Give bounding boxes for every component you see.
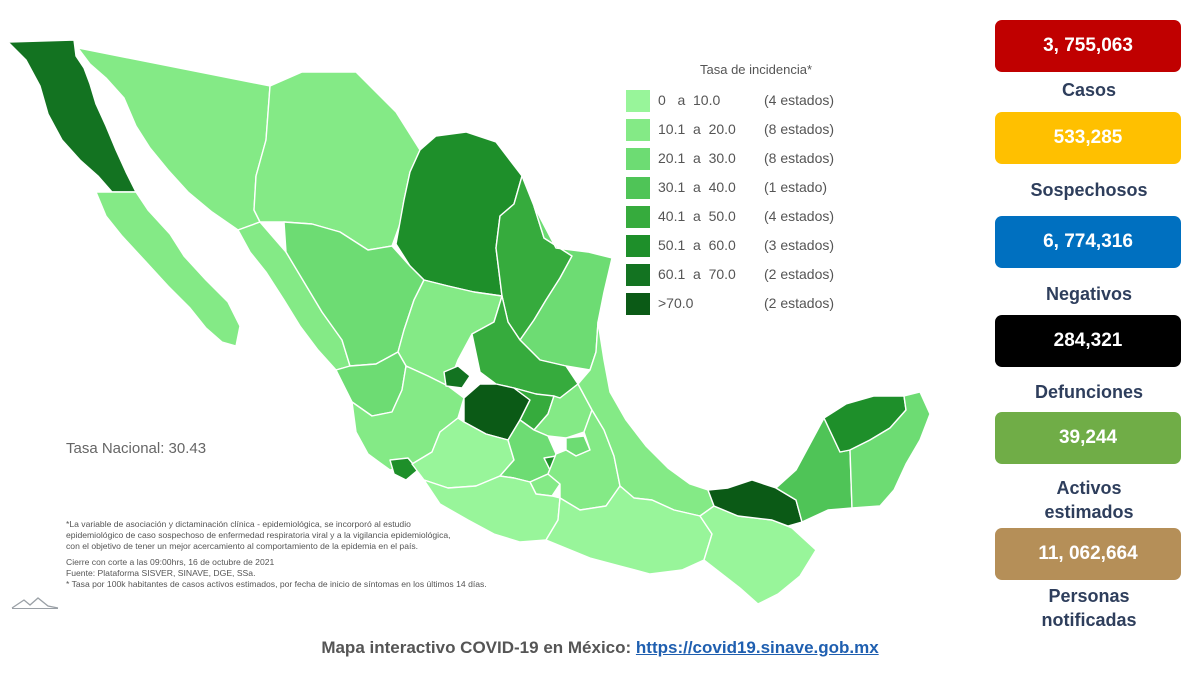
- legend-swatch: [626, 177, 650, 199]
- footer-text: Mapa interactivo COVID-19 en México:: [321, 638, 636, 657]
- state-colima[interactable]: [389, 457, 419, 481]
- active-label: Activos estimados: [990, 476, 1188, 524]
- active-label-line2: estimados: [1044, 502, 1134, 522]
- state-aguascalientes[interactable]: [443, 365, 471, 389]
- notified-value: 11, 062,664: [1038, 543, 1138, 564]
- negatives-value: 6, 774,316: [1043, 231, 1133, 252]
- legend-count: (4 estados): [764, 208, 835, 224]
- cases-box: 3, 755,063: [995, 20, 1181, 72]
- footer-bar: Mapa interactivo COVID-19 en México: htt…: [0, 638, 1200, 658]
- deaths-label: Defunciones: [1034, 382, 1144, 402]
- legend-row: 30.1 a 40.0 (1 estado): [626, 177, 926, 199]
- legend-title: Tasa de incidencia*: [700, 62, 813, 77]
- legend-count: (4 estados): [764, 92, 835, 108]
- legend-range: 30.1 a 40.0: [658, 179, 736, 195]
- state-oaxaca[interactable]: [545, 485, 713, 575]
- source-note: Fuente: Plataforma SISVER, SINAVE, DGE, …: [66, 568, 256, 578]
- legend-range: 0 a 10.0: [658, 92, 721, 108]
- legend-row: 60.1 a 70.0 (2 estados): [626, 264, 926, 286]
- legend-range: >70.0: [658, 295, 694, 311]
- legend-range: 20.1 a 30.0: [658, 150, 736, 166]
- legend-count: (1 estado): [764, 179, 828, 195]
- cases-label: Casos: [1061, 80, 1117, 100]
- state-chihuahua[interactable]: [253, 71, 421, 251]
- state-quintana-roo[interactable]: [849, 391, 931, 509]
- footnotes: *La variable de asociación y dictaminaci…: [66, 519, 566, 590]
- legend-swatch: [626, 119, 650, 141]
- cases-value: 3, 755,063: [1043, 35, 1133, 56]
- map-link[interactable]: https://covid19.sinave.gob.mx: [635, 638, 879, 657]
- negatives-box: 6, 774,316: [995, 216, 1181, 268]
- legend-swatch: [626, 148, 650, 170]
- legend-swatch: [626, 293, 650, 315]
- legend-row: 40.1 a 50.0 (4 estados): [626, 206, 926, 228]
- legend-count: (3 estados): [764, 237, 835, 253]
- state-jalisco[interactable]: [351, 365, 465, 471]
- national-rate-label: Tasa Nacional: 30.43: [66, 440, 207, 457]
- legend-count: (2 estados): [764, 266, 835, 282]
- stats-panel: 3, 755,063 Casos 533,285 Sospechosos 6, …: [990, 18, 1188, 638]
- legend-range: 50.1 a 60.0: [658, 237, 736, 253]
- suspects-box: 533,285: [995, 112, 1181, 164]
- active-box: 39,244: [995, 412, 1181, 464]
- legend-count: (8 estados): [764, 150, 835, 166]
- legend-count: (2 estados): [764, 295, 835, 311]
- legend-row: 50.1 a 60.0 (3 estados): [626, 235, 926, 257]
- legend-row: >70.0 (2 estados): [626, 293, 926, 315]
- legend-range: 40.1 a 50.0: [658, 208, 736, 224]
- state-hidalgo[interactable]: [533, 383, 593, 439]
- cutoff-note: Cierre con corte a las 09:00hrs, 16 de o…: [66, 557, 275, 567]
- mexico-incidence-map: [7, 39, 931, 605]
- footnote-line: epidemiológico de caso sospechoso de enf…: [66, 530, 451, 540]
- suspects-value: 533,285: [1053, 127, 1123, 148]
- state-baja-california-sur[interactable]: [95, 191, 241, 347]
- mountain-logo-icon: [11, 597, 59, 609]
- legend-swatch: [626, 90, 650, 112]
- active-value: 39,244: [1058, 427, 1118, 448]
- legend-row: 20.1 a 30.0 (8 estados): [626, 148, 926, 170]
- covid-map-panel: Tasa de incidencia* 0 a 10.0 (4 estados)…: [7, 39, 931, 609]
- deaths-box: 284,321: [995, 315, 1181, 367]
- notified-box: 11, 062,664: [995, 528, 1181, 580]
- legend-range: 60.1 a 70.0: [658, 266, 736, 282]
- state-baja-california[interactable]: [7, 39, 137, 193]
- notified-label-line2: notificadas: [1041, 610, 1137, 630]
- state-chiapas[interactable]: [699, 505, 817, 605]
- suspects-label: Sospechosos: [1030, 180, 1148, 200]
- rate-note: * Tasa por 100k habitantes de casos acti…: [66, 579, 487, 589]
- legend-row: 0 a 10.0 (4 estados): [626, 90, 926, 112]
- legend-range: 10.1 a 20.0: [658, 121, 736, 137]
- negatives-label: Negativos: [1045, 284, 1133, 304]
- legend-swatch: [626, 264, 650, 286]
- legend-swatch: [626, 235, 650, 257]
- notified-label: Personas notificadas: [990, 584, 1188, 632]
- state-guerrero[interactable]: [423, 475, 561, 543]
- legend-row: 10.1 a 20.0 (8 estados): [626, 119, 926, 141]
- notified-label-line1: Personas: [1048, 586, 1130, 606]
- legend-swatch: [626, 206, 650, 228]
- legend-count: (8 estados): [764, 121, 835, 137]
- footnote-line: con el objetivo de tener un mejor acerca…: [66, 541, 419, 551]
- active-label-line1: Activos: [1056, 478, 1122, 498]
- footnote-line: *La variable de asociación y dictaminaci…: [66, 519, 411, 529]
- deaths-value: 284,321: [1053, 330, 1123, 351]
